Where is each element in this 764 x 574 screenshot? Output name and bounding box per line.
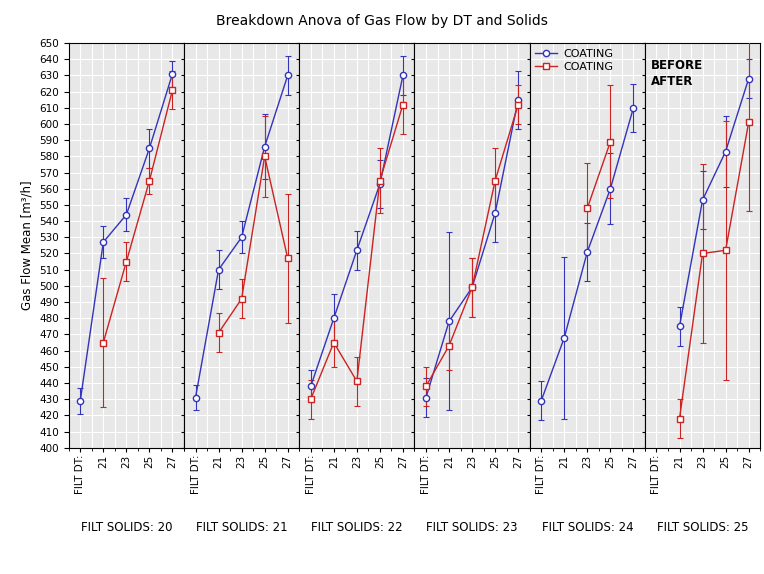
Text: FILT SOLIDS: 21: FILT SOLIDS: 21 bbox=[196, 521, 287, 534]
Y-axis label: Gas Flow Mean [m³/h]: Gas Flow Mean [m³/h] bbox=[21, 181, 34, 310]
Text: FILT SOLIDS: 25: FILT SOLIDS: 25 bbox=[657, 521, 748, 534]
Legend: COATING, COATING: COATING, COATING bbox=[536, 49, 613, 72]
Text: FILT SOLIDS: 23: FILT SOLIDS: 23 bbox=[426, 521, 518, 534]
Text: FILT SOLIDS: 24: FILT SOLIDS: 24 bbox=[542, 521, 633, 534]
Text: FILT SOLIDS: 20: FILT SOLIDS: 20 bbox=[81, 521, 172, 534]
Text: FILT SOLIDS: 22: FILT SOLIDS: 22 bbox=[311, 521, 403, 534]
Text: BEFORE
AFTER: BEFORE AFTER bbox=[651, 59, 703, 88]
Text: Breakdown Anova of Gas Flow by DT and Solids: Breakdown Anova of Gas Flow by DT and So… bbox=[216, 14, 548, 28]
